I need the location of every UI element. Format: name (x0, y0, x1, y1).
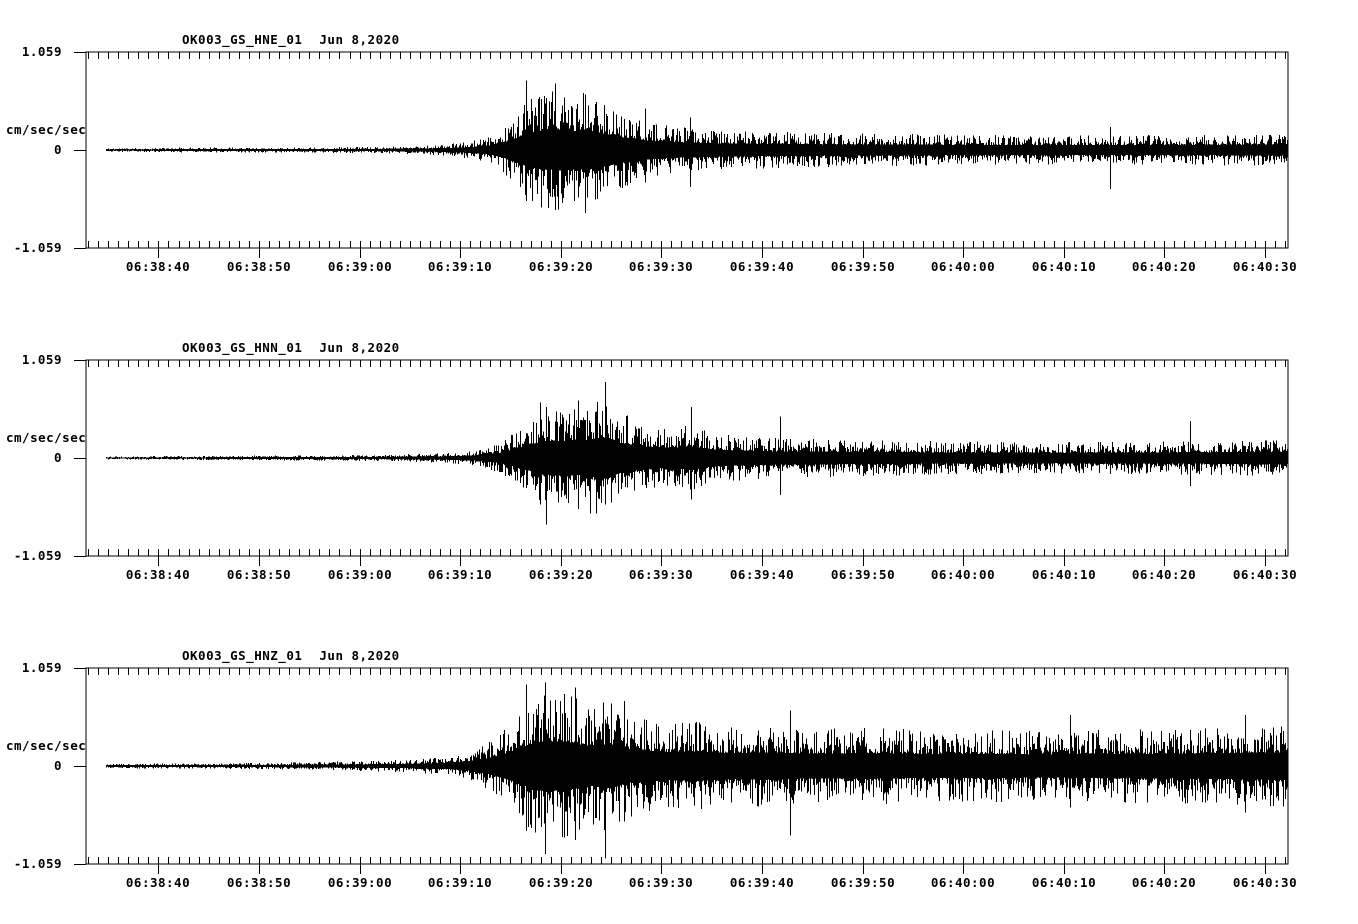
x-tick-label: 06:39:20 (528, 875, 594, 890)
station-channel-label: OK003_GS_HNZ_01 (182, 648, 303, 663)
x-tick-label: 06:39:50 (830, 567, 896, 582)
x-tick-label: 06:40:30 (1232, 567, 1298, 582)
y-tick-label-min: -1.059 (13, 548, 62, 563)
x-tick-label: 06:39:30 (628, 567, 694, 582)
x-tick-label: 06:40:00 (930, 259, 996, 274)
x-tick-label: 06:38:40 (125, 259, 191, 274)
x-tick-label: 06:39:00 (327, 875, 393, 890)
station-channel-label: OK003_GS_HNN_01 (182, 340, 303, 355)
x-tick-label: 06:39:10 (427, 567, 493, 582)
x-tick-label: 06:40:00 (930, 567, 996, 582)
x-axis-labels: 06:38:40 06:38:50 06:39:00 06:39:10 06:39:20… (0, 616, 1358, 924)
y-axis-unit-label: cm/sec/sec (6, 738, 87, 753)
date-label: Jun 8,2020 (319, 648, 400, 663)
x-tick-label: 06:40:10 (1031, 567, 1097, 582)
y-tick-label-zero: 0 (53, 450, 62, 465)
x-tick-label: 06:39:30 (628, 259, 694, 274)
axis-ticks (74, 360, 1286, 566)
x-tick-label: 06:40:30 (1232, 875, 1298, 890)
waveform-plot-hnn (74, 359, 1289, 566)
x-tick-label: 06:39:40 (729, 875, 795, 890)
y-tick-label-max: 1.059 (21, 44, 62, 59)
seismogram-panel-hnn: OK003_GS_HNN_01 Jun 8,2020 cm/sec/sec 1.0… (0, 308, 1358, 616)
x-tick-label: 06:40:20 (1131, 259, 1197, 274)
panel-title: OK003_GS_HNE_01 Jun 8,2020 (182, 33, 400, 47)
seismic-trace (106, 682, 1288, 859)
seismic-trace (106, 382, 1288, 525)
axis-ticks (74, 52, 1286, 258)
x-axis-labels: 06:38:40 06:38:50 06:39:00 06:39:10 06:39:20… (0, 0, 1358, 308)
x-tick-label: 06:39:20 (528, 567, 594, 582)
axis-ticks (74, 668, 1286, 874)
x-tick-label: 06:39:50 (830, 875, 896, 890)
x-tick-label: 06:39:30 (628, 875, 694, 890)
x-tick-label: 06:39:40 (729, 259, 795, 274)
x-tick-label: 06:38:50 (226, 259, 292, 274)
x-tick-label: 06:38:40 (125, 875, 191, 890)
y-tick-label-max: 1.059 (21, 660, 62, 675)
waveform-plot-hnz (74, 667, 1289, 874)
station-channel-label: OK003_GS_HNE_01 (182, 32, 303, 47)
y-axis-unit-label: cm/sec/sec (6, 430, 87, 445)
y-axis-unit-label: cm/sec/sec (6, 122, 87, 137)
x-tick-label: 06:40:00 (930, 875, 996, 890)
x-tick-label: 06:38:50 (226, 875, 292, 890)
x-tick-label: 06:39:20 (528, 259, 594, 274)
y-tick-label-zero: 0 (53, 758, 62, 773)
x-tick-label: 06:40:10 (1031, 875, 1097, 890)
seismogram-panel-hnz: OK003_GS_HNZ_01 Jun 8,2020 cm/sec/sec 1.0… (0, 616, 1358, 924)
date-label: Jun 8,2020 (319, 32, 400, 47)
panel-title: OK003_GS_HNN_01 Jun 8,2020 (182, 341, 400, 355)
x-tick-label: 06:40:30 (1232, 259, 1298, 274)
x-tick-label: 06:40:20 (1131, 567, 1197, 582)
x-tick-label: 06:39:10 (427, 259, 493, 274)
x-tick-label: 06:39:00 (327, 259, 393, 274)
panel-title: OK003_GS_HNZ_01 Jun 8,2020 (182, 649, 400, 663)
x-tick-label: 06:40:20 (1131, 875, 1197, 890)
waveform-plot-hne (74, 51, 1289, 258)
seismogram-panel-hne: OK003_GS_HNE_01 Jun 8,2020 cm/sec/sec 1.0… (0, 0, 1358, 308)
x-tick-label: 06:39:50 (830, 259, 896, 274)
seismic-trace (106, 80, 1288, 213)
x-tick-label: 06:38:40 (125, 567, 191, 582)
date-label: Jun 8,2020 (319, 340, 400, 355)
x-tick-label: 06:39:00 (327, 567, 393, 582)
x-tick-label: 06:38:50 (226, 567, 292, 582)
y-tick-label-max: 1.059 (21, 352, 62, 367)
x-tick-label: 06:39:40 (729, 567, 795, 582)
y-tick-label-min: -1.059 (13, 240, 62, 255)
x-axis-labels: 06:38:40 06:38:50 06:39:00 06:39:10 06:39:20… (0, 308, 1358, 616)
y-tick-label-zero: 0 (53, 142, 62, 157)
x-tick-label: 06:39:10 (427, 875, 493, 890)
y-tick-label-min: -1.059 (13, 856, 62, 871)
x-tick-label: 06:40:10 (1031, 259, 1097, 274)
